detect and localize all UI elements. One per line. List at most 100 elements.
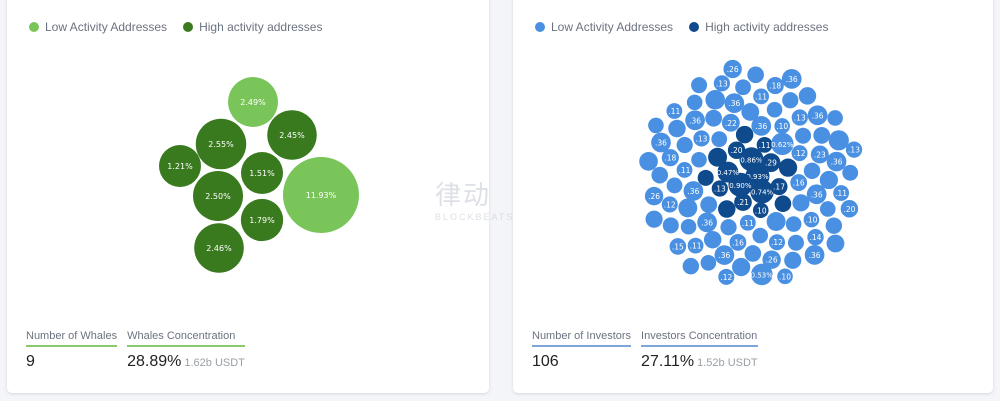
bubble[interactable] (795, 127, 812, 144)
bubble[interactable] (819, 201, 836, 217)
bubble[interactable] (676, 162, 693, 178)
bubble[interactable] (826, 234, 845, 253)
bubble[interactable] (739, 147, 764, 172)
bubble[interactable] (718, 268, 735, 285)
bubble[interactable] (774, 195, 792, 213)
bubble[interactable] (828, 130, 849, 151)
bubble[interactable] (193, 171, 243, 221)
bubble[interactable] (717, 161, 739, 183)
bubble[interactable] (661, 149, 679, 167)
bubble[interactable] (639, 152, 658, 171)
bubble[interactable] (651, 132, 671, 153)
bubble[interactable] (700, 255, 717, 271)
bubble[interactable] (723, 59, 742, 79)
bubble[interactable] (683, 181, 704, 201)
bubble[interactable] (784, 251, 802, 269)
bubble[interactable] (283, 157, 359, 233)
bubble[interactable] (803, 162, 821, 180)
bubble[interactable] (741, 103, 760, 121)
bubble[interactable] (661, 196, 678, 213)
bubble[interactable] (752, 202, 769, 219)
bubble[interactable] (735, 125, 754, 144)
bubble[interactable] (700, 196, 718, 214)
bubble[interactable] (819, 170, 838, 190)
bubble[interactable] (669, 238, 687, 255)
bubble[interactable] (195, 118, 247, 170)
bubble[interactable] (668, 119, 686, 138)
bubble[interactable] (735, 79, 751, 96)
bubble[interactable] (826, 151, 847, 172)
bubble[interactable] (703, 230, 722, 249)
bubble[interactable] (718, 200, 736, 218)
legend-low-activity[interactable]: Low Activity Addresses (29, 20, 167, 34)
bubble[interactable] (766, 101, 783, 118)
bubble[interactable] (721, 113, 740, 132)
bubble[interactable] (734, 193, 752, 211)
bubble[interactable] (813, 126, 831, 144)
bubble[interactable] (691, 151, 707, 168)
bubble[interactable] (713, 75, 731, 92)
bubble[interactable] (791, 145, 808, 162)
bubble[interactable] (648, 117, 664, 134)
bubble[interactable] (240, 198, 284, 242)
bubble[interactable] (651, 166, 669, 184)
bubble[interactable] (711, 180, 728, 197)
bubble[interactable] (778, 158, 798, 177)
bubble[interactable] (724, 93, 745, 113)
legend-high-activity[interactable]: High activity addresses (689, 20, 828, 34)
bubble[interactable] (840, 200, 859, 218)
bubble[interactable] (810, 145, 829, 164)
bubble[interactable] (750, 179, 774, 204)
bubble[interactable] (747, 66, 764, 84)
bubble[interactable] (752, 227, 769, 244)
bubble[interactable] (833, 185, 850, 201)
bubble[interactable] (766, 76, 784, 95)
bubble[interactable] (685, 110, 705, 131)
bubble[interactable] (768, 234, 785, 251)
bubble[interactable] (666, 103, 683, 119)
legend-low-activity[interactable]: Low Activity Addresses (535, 20, 673, 34)
bubble[interactable] (804, 245, 825, 265)
bubble[interactable] (732, 257, 751, 277)
bubble[interactable] (228, 77, 278, 127)
bubble[interactable] (705, 89, 726, 110)
bubble[interactable] (708, 147, 728, 167)
bubble[interactable] (739, 214, 756, 231)
bubble[interactable] (676, 136, 693, 154)
bubble[interactable] (714, 245, 735, 265)
bubble[interactable] (771, 132, 794, 156)
bubble[interactable] (194, 223, 244, 273)
bubble[interactable] (807, 228, 824, 246)
bubble[interactable] (727, 141, 746, 159)
bubble[interactable] (782, 92, 799, 109)
bubble[interactable] (159, 145, 201, 187)
bubble[interactable] (267, 110, 317, 160)
bubble[interactable] (761, 153, 781, 173)
bubble[interactable] (785, 216, 802, 232)
bubble[interactable] (697, 212, 717, 233)
bubble[interactable] (766, 212, 786, 231)
bubble[interactable] (241, 152, 283, 194)
bubble[interactable] (751, 116, 772, 136)
legend-high-activity[interactable]: High activity addresses (183, 20, 322, 34)
bubble[interactable] (803, 211, 820, 228)
bubble[interactable] (645, 210, 663, 228)
bubble[interactable] (693, 130, 710, 147)
bubble[interactable] (806, 184, 827, 205)
bubble[interactable] (644, 186, 664, 206)
bubble[interactable] (825, 217, 843, 234)
bubble[interactable] (792, 194, 810, 212)
bubble[interactable] (791, 109, 808, 126)
bubble[interactable] (842, 164, 859, 181)
bubble[interactable] (666, 177, 683, 194)
bubble[interactable] (697, 169, 714, 186)
bubble[interactable] (680, 218, 697, 235)
bubble[interactable] (845, 141, 863, 158)
bubble[interactable] (807, 105, 828, 126)
bubble[interactable] (770, 178, 788, 196)
bubble[interactable] (686, 94, 703, 111)
bubble[interactable] (756, 136, 773, 153)
bubble[interactable] (787, 234, 805, 251)
bubble[interactable] (691, 77, 708, 94)
bubble[interactable] (753, 88, 769, 105)
